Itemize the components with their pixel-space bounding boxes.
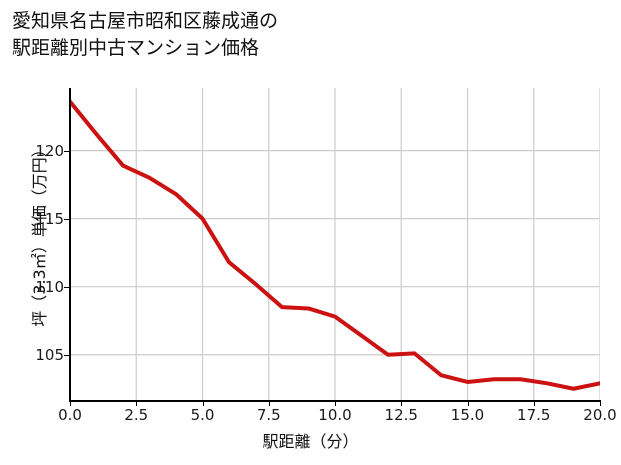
x-tick-mark: [268, 401, 270, 406]
x-tick-label: 2.5: [124, 406, 149, 424]
y-tick-mark: [64, 150, 69, 152]
price-line: [70, 99, 600, 391]
plot-area: [70, 88, 600, 401]
x-tick-mark: [401, 401, 403, 406]
x-tick-label: 0.0: [58, 406, 82, 424]
x-tick-mark: [70, 401, 71, 406]
x-tick-mark: [335, 401, 336, 406]
x-tick-mark: [202, 401, 204, 406]
x-tick-mark: [533, 401, 535, 406]
x-tick-label: 7.5: [256, 406, 281, 424]
y-axis-ticks: 105 110 115 120: [0, 0, 64, 465]
y-tick-label: 115: [35, 209, 64, 228]
x-tick-label: 17.5: [517, 406, 551, 424]
x-tick-mark: [136, 401, 138, 406]
y-axis-spine: [69, 88, 71, 402]
y-axis-label: 坪（3.3㎡）単価（万円）: [30, 141, 49, 327]
x-tick-label: 5.0: [190, 406, 215, 424]
x-tick-label: 15.0: [450, 406, 485, 424]
x-tick-label: 12.5: [384, 406, 418, 424]
y-tick-mark: [64, 218, 69, 220]
grid-layer: [70, 88, 600, 401]
x-tick-label: 20.0: [583, 406, 617, 424]
x-axis-label: 駅距離（分）: [262, 432, 359, 451]
y-tick-label: 120: [35, 141, 64, 160]
y-tick-mark: [64, 354, 69, 356]
x-tick-label: 10.0: [318, 406, 352, 424]
data-line-layer: [70, 99, 600, 391]
y-tick-label: 110: [35, 277, 64, 296]
chart-title: 愛知県名古屋市昭和区藤成通の 駅距離別中古マンション価格: [12, 10, 279, 59]
x-tick-mark: [467, 401, 469, 406]
x-tick-mark: [600, 401, 601, 406]
y-tick-label: 105: [35, 345, 64, 364]
y-tick-mark: [64, 286, 69, 288]
